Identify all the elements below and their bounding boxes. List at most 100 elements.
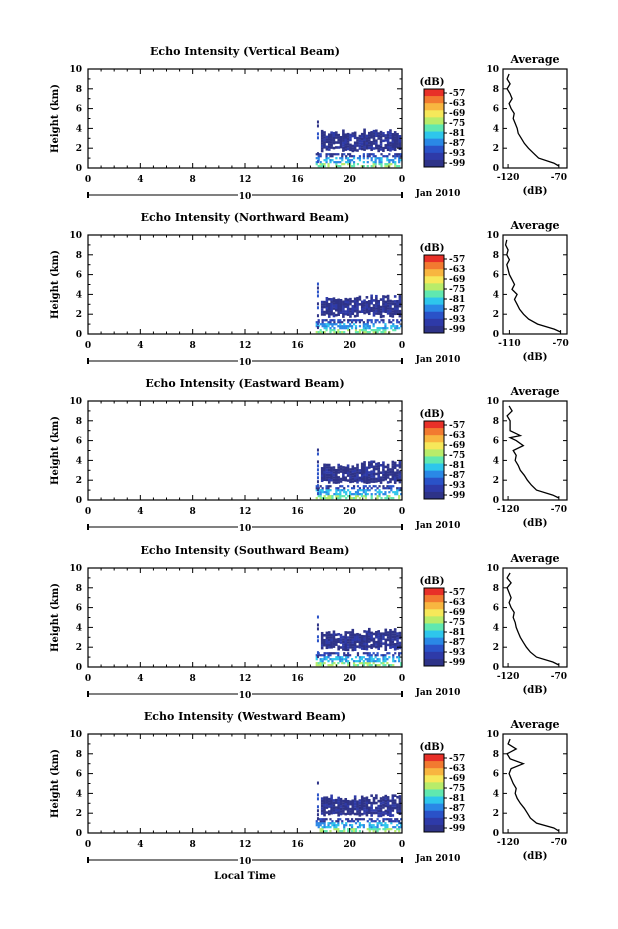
avg-y-tick-label: 0: [493, 829, 499, 839]
echo-cell: [323, 146, 326, 149]
echo-cell: [356, 331, 360, 334]
echo-cell: [386, 633, 390, 637]
echo-cell: [367, 139, 371, 142]
colorbar-segment: [424, 470, 444, 479]
echo-cell: [390, 321, 393, 324]
echo-cell: [354, 321, 358, 324]
echo-cell: [325, 140, 329, 144]
echo-cell: [354, 329, 358, 332]
y-axis-label: Height (km): [50, 84, 61, 153]
echo-cell: [379, 308, 383, 311]
echo-cell: [389, 629, 392, 632]
echo-cell: [400, 493, 403, 496]
echo-cell: [327, 802, 331, 806]
echo-cell: [337, 161, 340, 164]
avg-y-tick-label: 8: [493, 251, 499, 261]
echo-cell: [384, 794, 388, 798]
echo-cell: [353, 805, 357, 808]
echo-cell: [382, 796, 385, 799]
echo-cell: [377, 799, 381, 803]
echo-cell: [323, 325, 326, 328]
echo-cell: [390, 828, 393, 831]
echo-cell: [372, 475, 376, 478]
echo-cell: [315, 822, 318, 825]
echo-cell: [354, 656, 358, 659]
echo-cell: [358, 806, 362, 810]
echo-cell: [377, 464, 381, 468]
date-label: Jan 2010: [415, 521, 461, 531]
echo-cell: [320, 639, 324, 642]
echo-cell: [390, 327, 393, 330]
echo-cell: [384, 654, 387, 657]
echo-cell: [339, 638, 343, 642]
y-tick-label: 8: [76, 85, 82, 95]
echo-cell: [386, 157, 389, 160]
echo-cell: [351, 628, 355, 632]
echo-cell: [325, 811, 329, 814]
echo-cell: [367, 640, 371, 643]
echo-cell: [398, 473, 402, 476]
echo-cell: [351, 811, 355, 815]
echo-cell: [362, 652, 365, 655]
y-tick-label: 6: [76, 105, 82, 115]
avg-y-tick-label: 6: [493, 437, 499, 447]
echo-cell: [323, 491, 326, 494]
echo-cell: [353, 148, 357, 152]
echo-cell: [368, 658, 371, 661]
echo-cell: [350, 155, 354, 158]
echo-cell: [398, 142, 402, 146]
echo-cell: [398, 302, 402, 306]
echo-cell: [342, 648, 345, 651]
echo-cell: [391, 142, 395, 146]
echo-cell: [372, 652, 375, 655]
echo-cell: [343, 325, 346, 328]
echo-cell: [370, 806, 373, 810]
y-axis-label: Height (km): [50, 416, 61, 485]
echo-cell: [370, 493, 373, 496]
echo-cell: [380, 327, 383, 330]
echo-cell: [335, 633, 338, 637]
echo-cell: [389, 146, 392, 150]
echo-cell: [365, 642, 369, 646]
echo-cell: [389, 806, 392, 810]
echo-cell: [333, 327, 336, 330]
echo-cell: [396, 489, 399, 492]
echo-cell: [398, 480, 402, 484]
echo-cell: [366, 820, 369, 823]
echo-cell: [391, 806, 395, 810]
echo-cell: [389, 809, 392, 813]
echo-cell: [375, 465, 378, 468]
echo-cell: [365, 798, 369, 802]
echo-cell: [366, 161, 369, 164]
echo-cell: [325, 471, 329, 474]
avg-y-tick-label: 4: [493, 124, 499, 134]
echo-cell: [339, 807, 343, 811]
echo-cell: [358, 641, 362, 644]
echo-cell: [332, 307, 336, 310]
echo-cell: [372, 809, 376, 812]
colorbar-segment: [424, 421, 444, 429]
echo-cell: [364, 331, 367, 334]
echo-cell: [384, 487, 387, 490]
echo-cell: [356, 660, 360, 663]
echo-cell: [316, 326, 319, 330]
echo-cell: [379, 298, 383, 301]
echo-cell: [386, 133, 390, 137]
echo-cell: [346, 804, 350, 808]
echo-cell: [382, 295, 385, 298]
echo-cell: [349, 148, 352, 152]
echo-cell: [360, 637, 364, 641]
echo-cell: [398, 497, 401, 500]
echo-cell: [356, 805, 359, 808]
echo-cell: [392, 826, 395, 829]
echo-cell: [358, 139, 362, 143]
date-day: 10: [239, 691, 252, 701]
echo-cell: [327, 471, 331, 474]
y-tick-label: 10: [69, 231, 82, 241]
echo-cell: [394, 165, 397, 168]
echo-cell: [375, 304, 378, 308]
echo-cell: [335, 157, 338, 160]
echo-cell: [386, 810, 390, 814]
echo-cell: [347, 485, 350, 488]
